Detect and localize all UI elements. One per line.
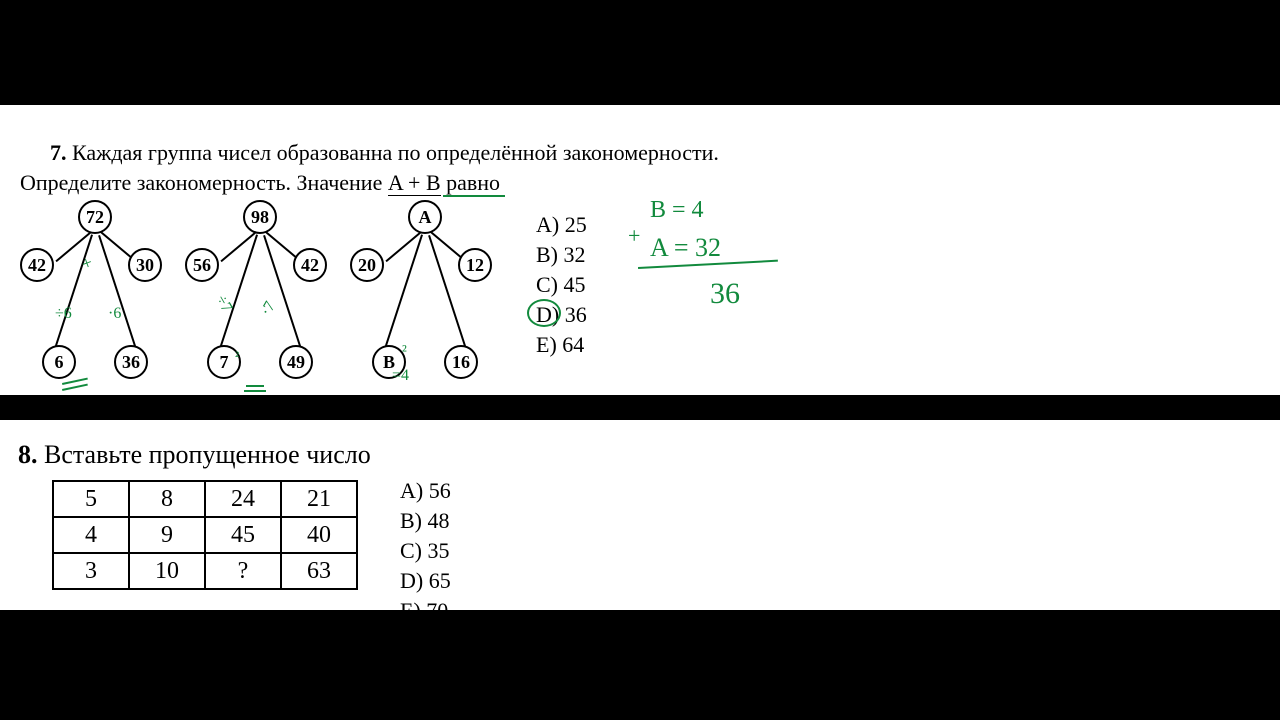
tree1-br: 36	[114, 345, 148, 379]
q8-ans-c-val: 35	[428, 538, 450, 563]
tree2-right: 42	[293, 248, 327, 282]
table-row: 3 10 ? 63	[53, 553, 357, 589]
q7-line1: 7. Каждая группа чисел образованна по оп…	[50, 140, 719, 166]
cell: 5	[53, 481, 129, 517]
tree2-top: 98	[243, 200, 277, 234]
q8-number: 8.	[18, 440, 38, 469]
q7-answers: A) 25 B) 32 C) 45 D) 36 E) 64	[536, 212, 587, 362]
pen-t1-div6: ÷6	[55, 305, 72, 323]
q8-ans-e: E) 70	[400, 598, 451, 624]
q7-line2b: равно	[446, 170, 500, 195]
q7-ans-b-val: 32	[564, 242, 586, 267]
q7-line2a: Определите закономерность. Значение	[20, 170, 388, 195]
cell: 3	[53, 553, 129, 589]
q7-number: 7.	[50, 140, 67, 165]
pen-a-eq: A = 32	[650, 233, 721, 263]
q8-title-text: Вставьте пропущенное число	[44, 440, 371, 469]
q7-line2: Определите закономерность. Значение A + …	[20, 170, 500, 196]
q8-ans-d-val: 65	[429, 568, 451, 593]
cell: 45	[205, 517, 281, 553]
q7-ans-e-val: 64	[562, 332, 584, 357]
q7-ans-d-val: 36	[565, 302, 587, 327]
q7-ans-a: A) 25	[536, 212, 587, 238]
cell: 8	[129, 481, 205, 517]
tree-3: A 20 12 B 16	[350, 200, 500, 385]
tree3-right: 12	[458, 248, 492, 282]
q8-answers: A) 56 B) 48 C) 35 D) 65 E) 70	[400, 478, 451, 628]
q8-heading: 8. Вставьте пропущенное число	[18, 440, 371, 470]
tree2-br: 49	[279, 345, 313, 379]
cell: 63	[281, 553, 357, 589]
tree3-top: A	[408, 200, 442, 234]
table-row: 5 8 24 21	[53, 481, 357, 517]
q8-ans-b-val: 48	[428, 508, 450, 533]
cell: ?	[205, 553, 281, 589]
tree-2: 98 56 42 7 49	[185, 200, 335, 385]
pen-plus: +	[628, 223, 640, 249]
q8-ans-a: A) 56	[400, 478, 451, 504]
edge	[383, 234, 423, 351]
q8-ans-d: D) 65	[400, 568, 451, 594]
cell: 24	[205, 481, 281, 517]
cell: 9	[129, 517, 205, 553]
pen-sum: 36	[710, 277, 740, 311]
q7-line1-text: Каждая группа чисел образованна по опред…	[72, 140, 719, 165]
pen-t3-eq: =4	[392, 367, 409, 385]
ab-pen-underline	[443, 195, 505, 197]
page-bottom: 8. Вставьте пропущенное число 5 8 24 21 …	[0, 420, 1280, 610]
q7-ans-a-val: 25	[565, 212, 587, 237]
q8-ans-b: B) 48	[400, 508, 451, 534]
cell: 40	[281, 517, 357, 553]
pen-b-eq: B = 4	[650, 197, 704, 224]
tree1-top: 72	[78, 200, 112, 234]
pen-t2-sq: ²	[235, 350, 239, 366]
q7-ab: A + B	[388, 170, 441, 196]
q7-ans-e: E) 64	[536, 332, 587, 358]
pen-t2-u2	[244, 390, 266, 392]
q8-ans-a-val: 56	[429, 478, 451, 503]
q7-ans-b: B) 32	[536, 242, 587, 268]
pen-t2-u1	[246, 385, 264, 387]
cell: 4	[53, 517, 129, 553]
cell: 21	[281, 481, 357, 517]
circle-answer-d	[527, 299, 561, 327]
pen-t1-mul6: ·6	[108, 305, 121, 323]
table-row: 4 9 45 40	[53, 517, 357, 553]
q7-ans-c-val: 45	[564, 272, 586, 297]
q8-ans-c: C) 35	[400, 538, 451, 564]
tree1-right: 30	[128, 248, 162, 282]
page-top: 7. Каждая группа чисел образованна по оп…	[0, 105, 1280, 395]
tree3-left: 20	[350, 248, 384, 282]
tree2-left: 56	[185, 248, 219, 282]
q8-ans-e-val: 70	[426, 598, 448, 623]
q8-table: 5 8 24 21 4 9 45 40 3 10 ? 63	[52, 480, 358, 590]
tree1-left: 42	[20, 248, 54, 282]
pen-t3-sq: ²	[402, 343, 407, 361]
q7-ans-c: C) 45	[536, 272, 587, 298]
tree1-bl: 6	[42, 345, 76, 379]
cell: 10	[129, 553, 205, 589]
tree-1: 72 42 30 6 36	[20, 200, 170, 385]
tree3-br: 16	[444, 345, 478, 379]
